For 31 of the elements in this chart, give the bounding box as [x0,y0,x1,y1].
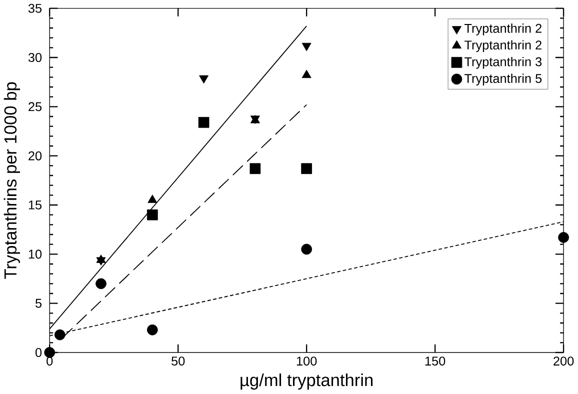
point [96,278,106,290]
point [301,244,312,255]
x-tick-label: 150 [425,356,446,366]
x-tick-label: 50 [172,356,185,366]
y-tick-label: 30 [28,53,42,62]
point [146,324,158,336]
point [96,257,106,266]
x-axis-title: µg/ml tryptanthrin [240,374,373,390]
legend-label: Tryptanthrin 5 [464,74,542,86]
y-tick-label: 0 [35,348,42,358]
y-tick-label: 15 [28,200,42,210]
legend-label: Tryptanthrin 2 [464,24,542,36]
y-tick-label: 10 [28,250,42,259]
legend-label: Tryptanthrin 2 [464,40,542,52]
point [199,76,209,84]
point [301,163,312,174]
point [250,163,261,174]
y-tick-label: 20 [28,152,42,161]
legend-label: Tryptanthrin 3 [464,57,542,70]
point [558,232,569,244]
y-axis-title: Tryptanthrins per 1000 bp [4,82,20,280]
y-tick-label: 35 [28,4,42,14]
point [44,347,56,358]
point [302,43,312,52]
point [54,330,66,340]
y-tick-label: 25 [28,102,42,112]
point [198,117,210,128]
x-tick-label: 200 [554,356,574,366]
point [146,210,158,221]
x-tick-label: 100 [296,356,317,366]
y-tick-label: 5 [36,299,42,308]
